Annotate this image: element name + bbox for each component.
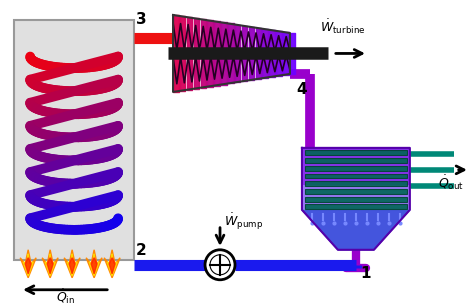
Polygon shape	[23, 254, 33, 276]
Bar	[305, 173, 407, 178]
Polygon shape	[47, 258, 53, 274]
Bar	[302, 148, 410, 210]
Text: $\dot{Q}_{\mathrm{out}}$: $\dot{Q}_{\mathrm{out}}$	[438, 173, 464, 192]
Text: $\dot{Q}_{\mathrm{in}}$: $\dot{Q}_{\mathrm{in}}$	[55, 287, 75, 306]
Polygon shape	[91, 258, 97, 274]
Bar	[305, 181, 407, 186]
Bar	[305, 150, 407, 155]
Text: 2: 2	[136, 243, 147, 258]
Bar	[305, 196, 407, 202]
Polygon shape	[42, 250, 58, 278]
Bar	[14, 20, 134, 260]
Polygon shape	[109, 258, 115, 274]
Text: 4: 4	[296, 82, 307, 97]
Bar	[305, 189, 407, 194]
Polygon shape	[104, 250, 120, 278]
Polygon shape	[45, 254, 55, 276]
Text: 3: 3	[136, 12, 147, 27]
Polygon shape	[86, 250, 102, 278]
Text: $\dot{W}_{\mathrm{turbine}}$: $\dot{W}_{\mathrm{turbine}}$	[320, 17, 365, 36]
Circle shape	[205, 250, 235, 280]
Polygon shape	[67, 254, 77, 276]
Polygon shape	[20, 250, 36, 278]
Polygon shape	[302, 210, 410, 250]
Text: $\dot{W}_{\mathrm{pump}}$: $\dot{W}_{\mathrm{pump}}$	[224, 211, 263, 232]
Polygon shape	[89, 254, 99, 276]
Text: 1: 1	[360, 266, 370, 281]
Bar	[305, 204, 407, 209]
Bar	[305, 166, 407, 171]
Bar	[305, 158, 407, 163]
Polygon shape	[69, 258, 75, 274]
Polygon shape	[64, 250, 80, 278]
Bar	[302, 185, 410, 210]
Polygon shape	[25, 258, 31, 274]
Polygon shape	[107, 254, 117, 276]
